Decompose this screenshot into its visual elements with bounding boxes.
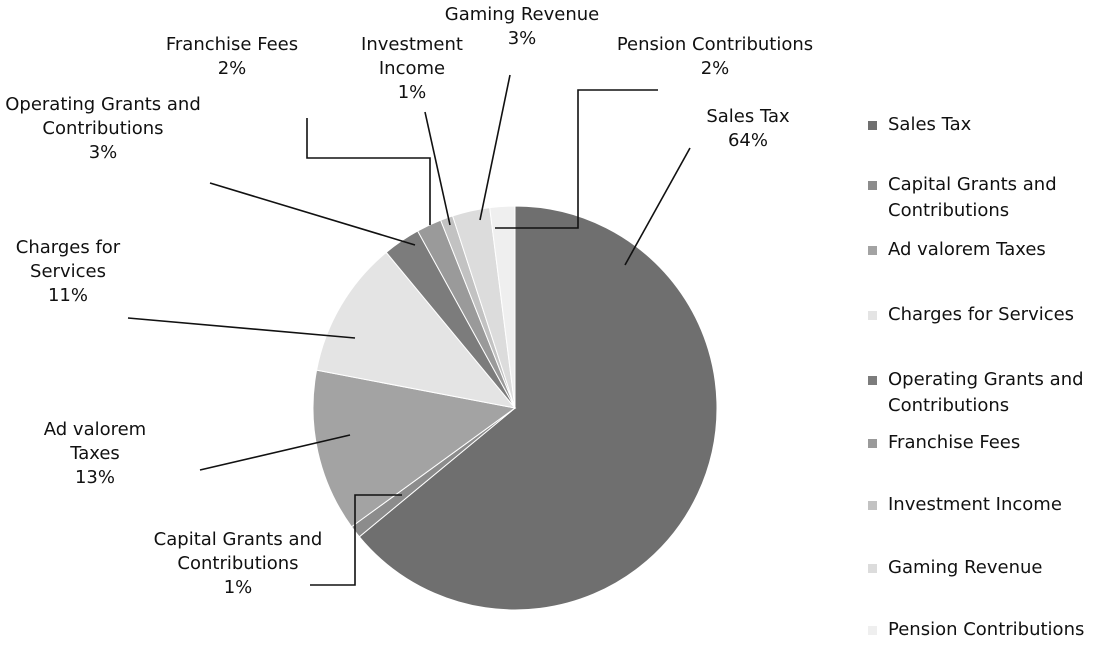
data-label: Ad valorem Taxes 13%	[20, 418, 170, 490]
leader-line	[127, 317, 356, 339]
legend-swatch	[868, 501, 877, 510]
label-value: 64%	[727, 130, 768, 151]
label-name: Operating Grants and Contributions	[5, 94, 201, 139]
legend-label: Capital Grants and Contributions	[888, 174, 1057, 221]
legend-entry: Gaming Revenue	[868, 555, 1118, 581]
label-value: 2%	[217, 58, 247, 79]
label-name: Franchise Fees	[165, 34, 299, 55]
data-label: Charges for Services 11%	[0, 236, 143, 308]
legend-entry: Ad valorem Taxes	[868, 237, 1118, 263]
label-value: 3%	[88, 142, 118, 163]
legend-entry: Operating Grants and Contributions	[868, 367, 1118, 419]
pie-slice	[315, 251, 517, 409]
legend-entry: Pension Contributions	[868, 617, 1118, 643]
legend-label: Charges for Services	[888, 304, 1075, 325]
data-label: Pension Contributions 2%	[595, 33, 835, 81]
leader-line	[209, 182, 416, 246]
legend-entry: Sales Tax	[868, 112, 1118, 138]
legend-label: Investment Income	[888, 494, 1062, 515]
leader-line	[306, 118, 431, 225]
label-name: Investment Income	[361, 34, 463, 79]
leader-line	[310, 494, 402, 586]
legend-swatch	[868, 121, 877, 130]
legend-swatch	[868, 181, 877, 190]
legend-swatch	[868, 626, 877, 635]
leader-line	[479, 74, 511, 221]
legend-label: Gaming Revenue	[888, 557, 1043, 578]
legend-label: Franchise Fees	[888, 432, 1021, 453]
data-label: Gaming Revenue 3%	[437, 3, 607, 51]
data-label: Operating Grants and Contributions 3%	[0, 93, 208, 165]
leader-line	[424, 111, 451, 226]
label-value: 2%	[700, 58, 730, 79]
label-name: Charges for Services	[15, 237, 121, 282]
data-label: Capital Grants and Contributions 1%	[133, 528, 343, 600]
legend-entry: Capital Grants and Contributions	[868, 172, 1118, 224]
legend-entry: Investment Income	[868, 492, 1118, 518]
pie-slice	[312, 369, 517, 528]
pie-slice	[358, 205, 718, 611]
data-label: Investment Income 1%	[352, 33, 472, 105]
label-value: 3%	[507, 28, 537, 49]
legend-entry: Franchise Fees	[868, 430, 1118, 456]
legend-swatch	[868, 564, 877, 573]
legend-swatch	[868, 311, 877, 320]
legend-label: Pension Contributions	[888, 619, 1085, 640]
legend-swatch	[868, 246, 877, 255]
label-name: Capital Grants and Contributions	[153, 529, 323, 574]
label-name: Gaming Revenue	[444, 4, 600, 25]
label-name: Ad valorem Taxes	[43, 419, 147, 464]
label-name: Sales Tax	[706, 106, 790, 127]
data-label: Franchise Fees 2%	[152, 33, 312, 81]
label-name: Pension Contributions	[616, 34, 814, 55]
legend-label: Operating Grants and Contributions	[888, 369, 1084, 416]
legend-label: Ad valorem Taxes	[888, 239, 1046, 260]
label-value: 1%	[223, 577, 253, 598]
label-value: 11%	[47, 285, 88, 306]
data-label: Sales Tax 64%	[678, 105, 818, 153]
legend-swatch	[868, 376, 877, 385]
label-value: 1%	[397, 82, 427, 103]
leader-line	[624, 147, 691, 266]
pie-slice	[489, 205, 516, 409]
legend-swatch	[868, 439, 877, 448]
legend-label: Sales Tax	[888, 114, 972, 135]
leader-line	[495, 89, 658, 229]
leader-line	[199, 434, 351, 471]
label-value: 13%	[74, 467, 115, 488]
legend-entry: Charges for Services	[868, 302, 1118, 328]
